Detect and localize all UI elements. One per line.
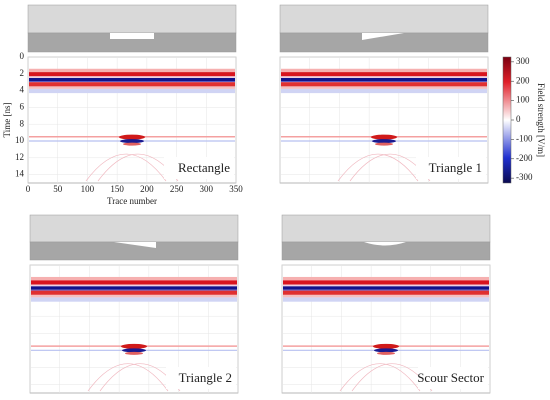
- reflection-band: [283, 284, 489, 287]
- panel-label: Rectangle: [178, 160, 230, 175]
- reflection-band: [281, 82, 487, 87]
- reflection-band: [281, 68, 487, 73]
- x-tick-label: 300: [200, 184, 214, 194]
- colorbar-tick-label: 100: [516, 95, 530, 105]
- hyperbola: [337, 153, 419, 182]
- y-tick-label: 12: [15, 152, 24, 162]
- y-tick-label: 8: [20, 118, 25, 128]
- reflection-band: [29, 68, 235, 73]
- reflection-band: [281, 88, 487, 94]
- plots: 0 50 100 150 200 250 300 350 0 2 4 6 8 10 12 14 Rectangl…: [15, 51, 491, 394]
- reflection-band: [29, 88, 235, 94]
- diffraction: [372, 139, 396, 144]
- reflection-band: [31, 284, 237, 287]
- reflection-band: [31, 286, 237, 290]
- x-tick-label: 200: [140, 184, 154, 194]
- y-tick-label: 2: [20, 68, 25, 78]
- reflection-band: [281, 72, 487, 77]
- panel: 0 50 100 150 200 250 300 350 0 2 4 6 8 10 12 14 Rectangl…: [15, 51, 243, 194]
- x-tick-label: 350: [229, 184, 243, 194]
- diffraction: [120, 139, 144, 144]
- diffraction: [377, 351, 395, 355]
- panel-label: Triangle 2: [179, 370, 232, 385]
- diffraction: [374, 348, 398, 353]
- reflection-band: [31, 280, 237, 285]
- x-tick-label: 150: [110, 184, 124, 194]
- reflection-band: [283, 286, 489, 290]
- schematic: [27, 4, 491, 261]
- reflection-band: [31, 289, 237, 291]
- panel-label-bg: [418, 367, 488, 389]
- x-axis-label: Trace number: [107, 196, 157, 206]
- reflection-band: [281, 86, 487, 89]
- reflection-band: [281, 78, 487, 82]
- x-tick-label: 0: [26, 184, 31, 194]
- reflection-band: [31, 297, 237, 302]
- diffraction: [125, 351, 143, 355]
- colorbar-label: Field strength [V/m]: [536, 83, 546, 157]
- reflection-band: [283, 294, 489, 298]
- reflection-band: [283, 280, 489, 285]
- y-tick-label: 0: [20, 51, 25, 61]
- reflection-band: [281, 81, 487, 83]
- reflection-band: [29, 82, 235, 87]
- x-tick-label: 50: [53, 184, 63, 194]
- reflection-band: [283, 297, 489, 302]
- diffraction: [123, 142, 141, 146]
- panel-label: Triangle 1: [429, 160, 482, 175]
- reflection-band: [281, 76, 487, 78]
- reflection-band: [283, 290, 489, 295]
- panel-label: Scour Sector: [417, 370, 484, 385]
- hyperbola: [339, 363, 421, 392]
- colorbar: [502, 56, 512, 184]
- diffraction: [375, 142, 393, 146]
- colorbar-tick-label: 300: [516, 56, 530, 66]
- hyperbola: [85, 153, 167, 182]
- reflection-band: [29, 81, 235, 83]
- diffraction: [371, 134, 397, 140]
- panel: Triangle 2: [29, 264, 239, 394]
- reflection-band: [31, 276, 237, 281]
- reflection-band: [283, 276, 489, 281]
- y-tick-label: 4: [20, 85, 25, 95]
- reflection-band: [29, 72, 235, 77]
- panel: Scour Sector: [281, 264, 491, 394]
- x-tick-label: 100: [81, 184, 95, 194]
- panel-label-bg: [416, 157, 486, 179]
- colorbar-tick-label: -200: [516, 153, 533, 163]
- reflection-band: [31, 290, 237, 295]
- diffraction: [121, 343, 147, 349]
- reflection-band: [31, 294, 237, 298]
- diffraction: [373, 343, 399, 349]
- y-tick-label: 10: [15, 135, 25, 145]
- reflection-band: [29, 86, 235, 89]
- diffraction: [119, 134, 145, 140]
- reflection-band: [29, 76, 235, 78]
- panel-label-bg: [166, 367, 236, 389]
- y-tick-label: 6: [20, 101, 25, 111]
- diffraction: [122, 348, 146, 353]
- x-tick-label: 250: [170, 184, 184, 194]
- colorbar-tick-label: 0: [516, 114, 521, 124]
- reflection-band: [29, 78, 235, 82]
- colorbar-tick-label: -300: [516, 172, 533, 182]
- y-tick-label: 14: [15, 169, 25, 179]
- reflection-band: [283, 289, 489, 291]
- hyperbola: [87, 363, 169, 392]
- panel: Triangle 1: [279, 56, 489, 184]
- y-axis-label: Time [ns]: [2, 103, 12, 138]
- panel-label-bg: [164, 157, 234, 179]
- colorbar-tick-label: 200: [516, 75, 530, 85]
- colorbar-tick-label: -100: [516, 133, 533, 143]
